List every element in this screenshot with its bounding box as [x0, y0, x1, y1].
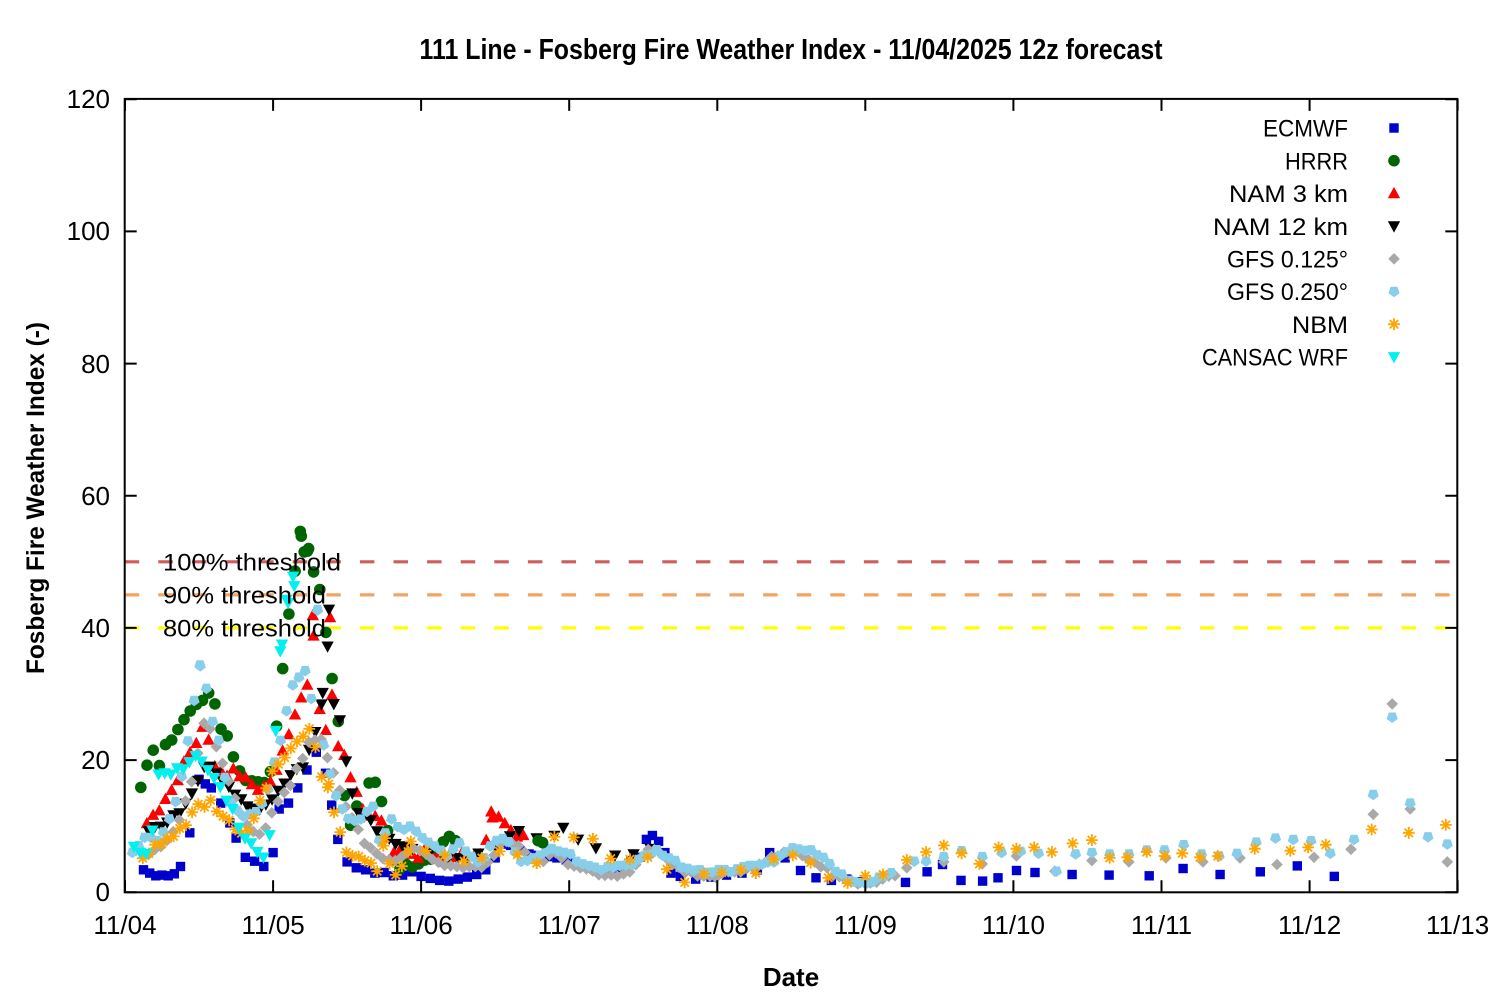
- svg-text:11/10: 11/10: [982, 910, 1045, 940]
- svg-text:100: 100: [67, 216, 110, 246]
- svg-text:90% threshold: 90% threshold: [163, 582, 326, 609]
- svg-text:20: 20: [81, 745, 110, 775]
- svg-text:11/11: 11/11: [1131, 910, 1192, 940]
- svg-text:11/07: 11/07: [538, 910, 601, 940]
- svg-text:NAM 12 km: NAM 12 km: [1213, 214, 1348, 241]
- svg-text:GFS 0.125°: GFS 0.125°: [1227, 247, 1348, 274]
- svg-text:HRRR: HRRR: [1285, 148, 1348, 175]
- svg-text:Fosberg Fire Weather Index (-): Fosberg Fire Weather Index (-): [22, 322, 50, 674]
- svg-text:CANSAC WRF: CANSAC WRF: [1202, 345, 1348, 372]
- svg-text:11/12: 11/12: [1278, 910, 1341, 940]
- svg-text:100% threshold: 100% threshold: [163, 549, 341, 576]
- svg-text:11/09: 11/09: [834, 910, 897, 940]
- svg-text:0: 0: [96, 877, 110, 907]
- svg-text:11/04: 11/04: [93, 910, 156, 940]
- svg-text:NBM: NBM: [1292, 312, 1348, 339]
- svg-text:120: 120: [67, 84, 110, 114]
- svg-text:Date: Date: [763, 962, 819, 992]
- svg-text:11/08: 11/08: [686, 910, 749, 940]
- svg-text:ECMWF: ECMWF: [1263, 116, 1348, 143]
- svg-text:11/13: 11/13: [1426, 910, 1489, 940]
- svg-text:11/06: 11/06: [390, 910, 453, 940]
- svg-text:80: 80: [81, 349, 110, 379]
- svg-text:NAM 3 km: NAM 3 km: [1229, 181, 1348, 208]
- svg-text:GFS 0.250°: GFS 0.250°: [1227, 279, 1348, 306]
- svg-text:111 Line - Fosberg Fire Weathe: 111 Line - Fosberg Fire Weather Index - …: [420, 34, 1163, 66]
- svg-text:60: 60: [81, 481, 110, 511]
- svg-text:80% threshold: 80% threshold: [163, 615, 326, 642]
- svg-text:11/05: 11/05: [242, 910, 305, 940]
- svg-text:40: 40: [81, 613, 110, 643]
